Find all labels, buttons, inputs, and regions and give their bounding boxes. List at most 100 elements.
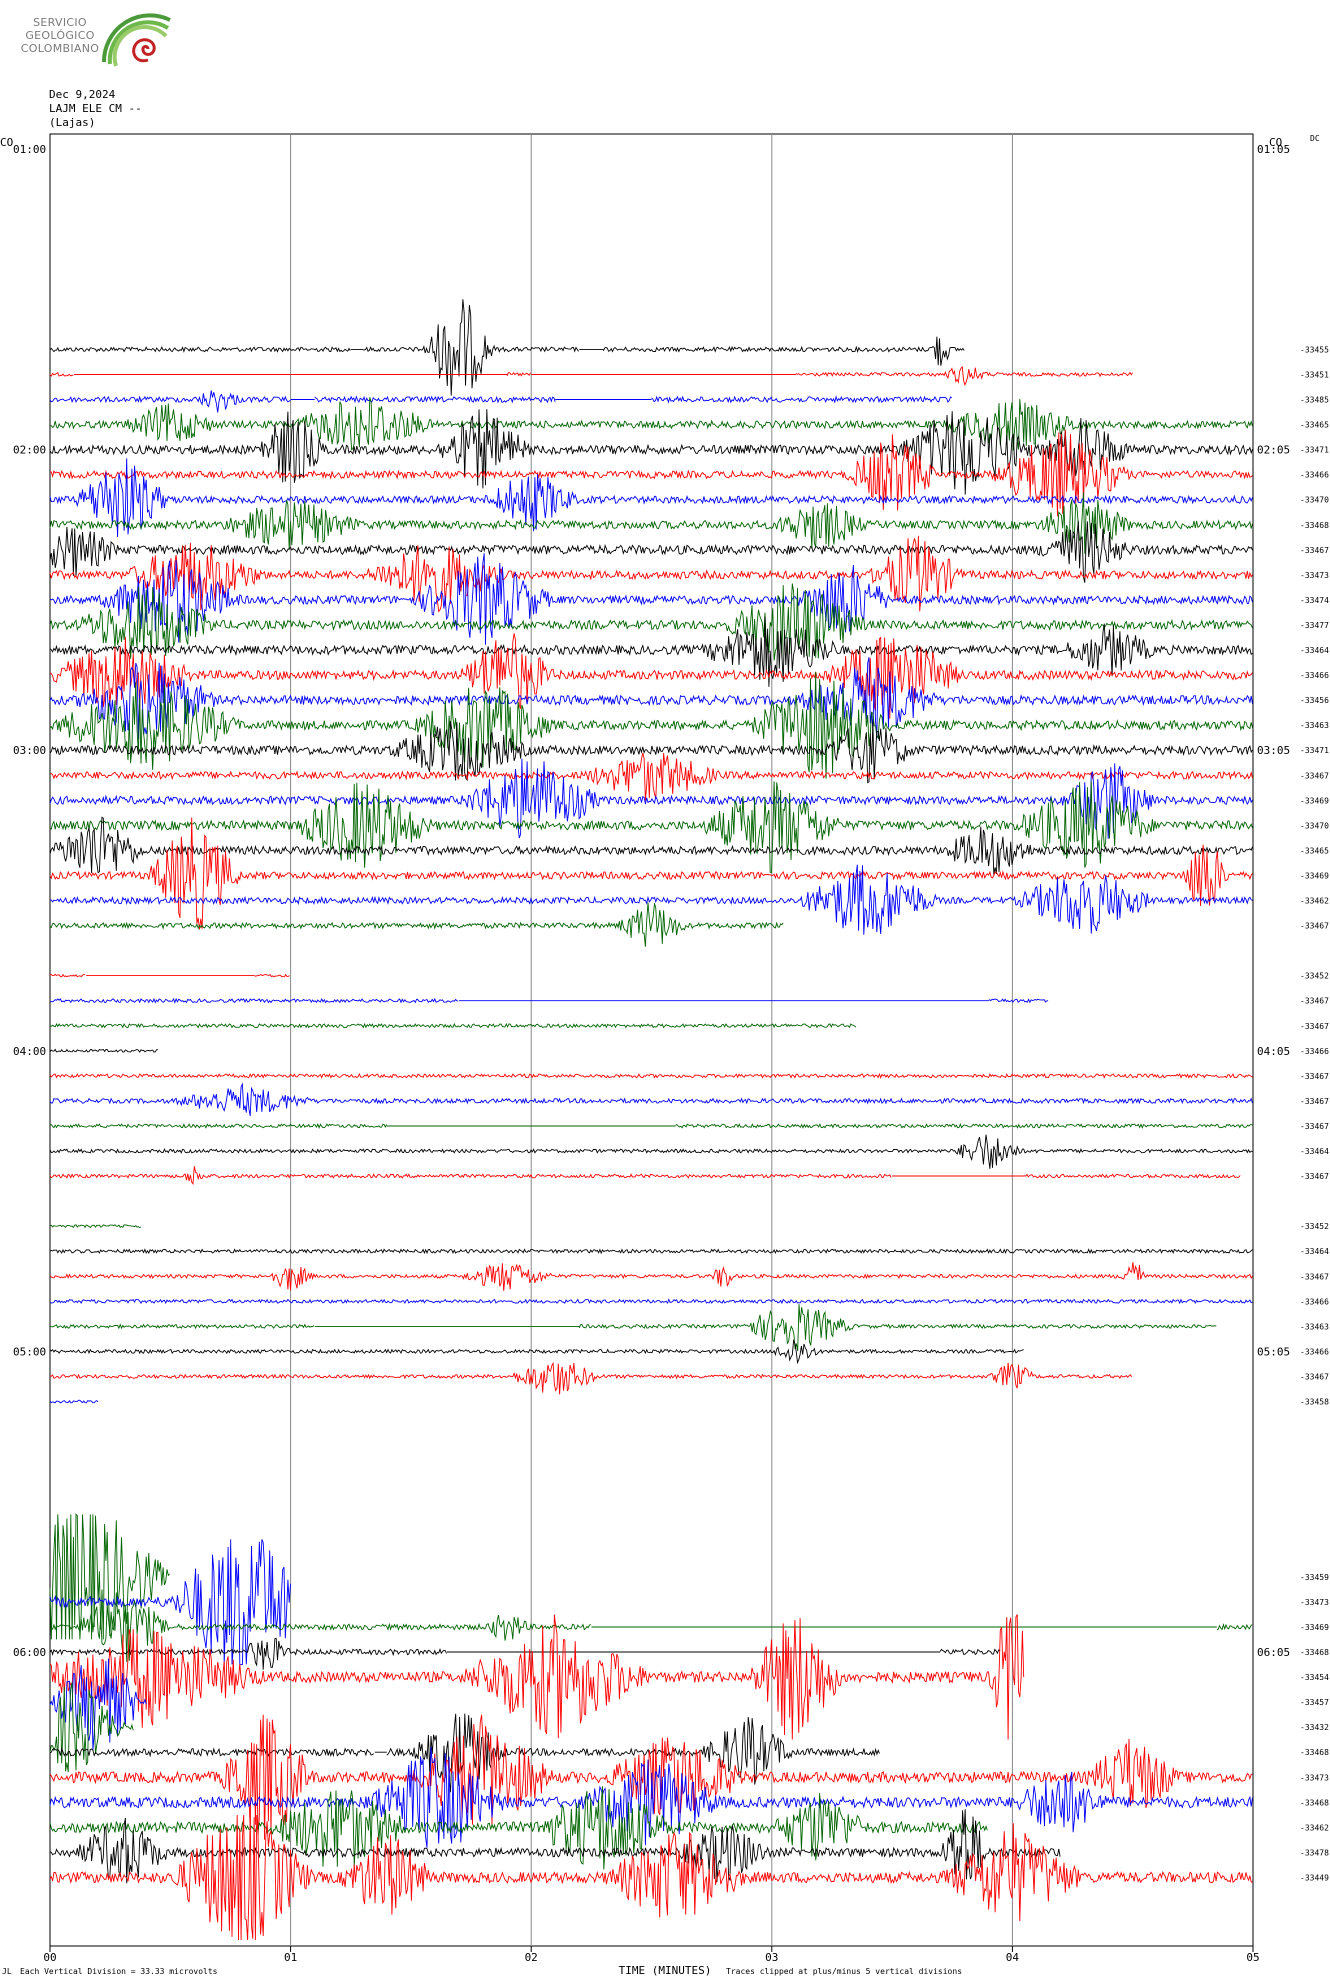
seismic-trace	[49, 1298, 1253, 1305]
trace-dc-label: -33469	[1300, 1623, 1329, 1632]
seismic-trace	[49, 390, 953, 413]
seismic-trace	[49, 583, 1253, 661]
x-tick-label: 05	[1246, 1951, 1259, 1964]
seismic-trace	[49, 1614, 1025, 1740]
trace-dc-label: -33432	[1300, 1723, 1329, 1732]
trace-dc-label: -33467	[1300, 1172, 1329, 1181]
trace-dc-label: -33469	[1300, 796, 1329, 805]
trace-dc-label: -33457	[1300, 1698, 1329, 1707]
trace-dc-label: -33466	[1300, 471, 1329, 480]
seismic-trace	[49, 1746, 1253, 1848]
seismic-trace	[49, 997, 1049, 1004]
seismic-trace	[49, 752, 1253, 801]
seismic-trace	[49, 1134, 1253, 1169]
seismic-trace	[49, 1399, 99, 1404]
seismic-trace	[49, 1513, 170, 1640]
trace-dc-label: -33458	[1300, 1398, 1329, 1407]
chart-labels: 00 01 02 03 04 05 CO CO DC 01:00 02:00 03:00 04:00 05…	[0, 134, 1329, 1977]
seismic-trace	[49, 299, 965, 396]
seismic-trace	[49, 1713, 880, 1793]
trace-dc-label: -33467	[1300, 1272, 1329, 1281]
trace-dc-label: -33468	[1300, 1648, 1329, 1657]
trace-dc-label: -33468	[1300, 521, 1329, 530]
seismic-trace	[49, 817, 1253, 930]
trace-dc-label: -33449	[1300, 1873, 1329, 1882]
left-time-label: 04:00	[13, 1045, 46, 1058]
trace-dc-label: -33467	[1300, 546, 1329, 555]
trace-dc-label: -33478	[1300, 1848, 1329, 1857]
seismic-trace	[49, 671, 1253, 779]
footer-mark: JL	[2, 1967, 12, 1976]
trace-dc-label: -33470	[1300, 496, 1329, 505]
seismic-trace	[49, 1262, 1253, 1291]
right-time-label: 05:05	[1257, 1345, 1290, 1358]
chart-frame	[49, 133, 1254, 1947]
logo-line-3: COLOMBIANO	[20, 42, 100, 55]
trace-dc-label: -33467	[1300, 997, 1329, 1006]
trace-dc-label: -33468	[1300, 1798, 1329, 1807]
seismic-trace	[49, 1224, 142, 1229]
right-time-label: 06:05	[1257, 1646, 1290, 1659]
seismic-trace	[49, 365, 1133, 387]
left-time-label: 06:00	[13, 1646, 46, 1659]
station-label: LAJM ELE CM --	[49, 102, 142, 115]
seismic-trace	[49, 1166, 1241, 1186]
trace-dc-label: -33454	[1300, 1673, 1329, 1682]
seismic-trace	[49, 1248, 1253, 1255]
x-tick-label: 03	[765, 1951, 778, 1964]
trace-dc-label: -33464	[1300, 1247, 1329, 1256]
seismic-trace	[49, 520, 1253, 583]
seismic-trace	[49, 1539, 291, 1665]
trace-dc-label: -33464	[1300, 1147, 1329, 1156]
trace-dc-label: -33451	[1300, 370, 1329, 379]
trace-dc-label: -33471	[1300, 446, 1329, 455]
right-time-label: 04:05	[1257, 1045, 1290, 1058]
trace-dc-label: -33469	[1300, 871, 1329, 880]
trace-dc-label: -33467	[1300, 1022, 1329, 1031]
right-corner-label: CO	[1269, 136, 1282, 149]
seismic-trace	[49, 616, 1253, 687]
seismic-trace	[49, 1304, 1217, 1351]
trace-dc-label: -33466	[1300, 1047, 1329, 1056]
seismic-trace	[49, 1682, 134, 1773]
seismic-trace	[49, 633, 1253, 719]
trace-dc-label: -33467	[1300, 1372, 1329, 1381]
left-corner-label: CO	[0, 136, 13, 149]
x-tick-label: 02	[525, 1951, 538, 1964]
trace-dc-label: -33477	[1300, 621, 1329, 630]
left-time-label: 05:00	[13, 1345, 46, 1358]
trace-dc-label: -33462	[1300, 897, 1329, 906]
trace-dc-label: -33473	[1300, 1773, 1329, 1782]
spiral-logo-icon	[101, 13, 171, 67]
seismic-trace	[49, 721, 1253, 784]
logo-line-2: GEOLÓGICO	[25, 29, 95, 42]
seismic-trace	[49, 535, 1253, 613]
trace-dc-label: -33465	[1300, 846, 1329, 855]
seismic-trace	[49, 1072, 1253, 1079]
location-label: (Lajas)	[49, 116, 96, 129]
trace-dc-label: -33459	[1300, 1573, 1329, 1582]
trace-dc-label: -33455	[1300, 345, 1329, 354]
x-tick-label: 01	[284, 1951, 297, 1964]
trace-dc-label: -33466	[1300, 671, 1329, 680]
x-tick-label: 00	[43, 1951, 56, 1964]
trace-dc-label: -33467	[1300, 1072, 1329, 1081]
seismic-trace	[49, 1048, 158, 1053]
trace-dc-label: -33456	[1300, 696, 1329, 705]
seismic-trace	[49, 1592, 1253, 1662]
left-time-label: 02:00	[13, 444, 46, 457]
trace-dc-label: -33452	[1300, 1222, 1329, 1231]
seismic-trace	[49, 780, 1253, 874]
seismic-trace	[49, 458, 1253, 538]
trace-dc-label: -33466	[1300, 1347, 1329, 1356]
seismic-trace	[49, 1714, 1253, 1840]
seismic-trace	[49, 553, 1253, 645]
date-label: Dec 9,2024	[49, 88, 116, 101]
trace-dc-label: -33467	[1300, 1097, 1329, 1106]
seismic-trace	[49, 657, 1253, 740]
seismic-trace	[49, 397, 1253, 451]
trace-dc-label: -33468	[1300, 1748, 1329, 1757]
logo-line-1: SERVICIO	[33, 16, 87, 29]
x-tick-label: 04	[1006, 1951, 1020, 1964]
